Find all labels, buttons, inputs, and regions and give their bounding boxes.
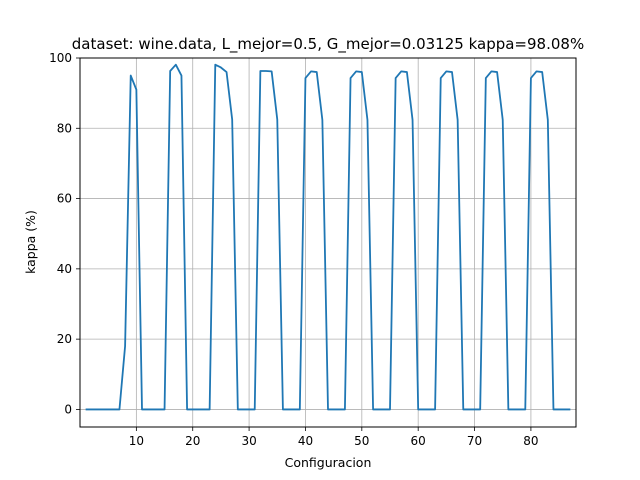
y-tick-label: 80: [57, 121, 72, 135]
x-tick-label: 50: [354, 434, 369, 448]
series-line-0: [85, 63, 571, 411]
axes-frame: [79, 57, 577, 428]
y-tick-label: 60: [57, 192, 72, 206]
x-tick-label: 40: [298, 434, 313, 448]
x-tick-label: 20: [185, 434, 200, 448]
x-axis-ticks: 10 20 30 40 50 60 70 80: [129, 427, 539, 448]
x-axis-label: Configuracion: [285, 455, 372, 470]
data-series-layer: [85, 63, 571, 411]
x-tick-label: 80: [523, 434, 538, 448]
y-axis-label: kappa (%): [23, 210, 38, 274]
y-tick-label: 0: [64, 402, 72, 416]
x-tick-label: 30: [241, 434, 256, 448]
x-tick-label: 60: [411, 434, 426, 448]
y-tick-label: 40: [57, 262, 72, 276]
chart-title: dataset: wine.data, L_mejor=0.5, G_mejor…: [72, 35, 584, 54]
y-tick-label: 20: [57, 332, 72, 346]
y-axis-ticks: 0 20 40 60 80 100: [49, 51, 80, 416]
y-tick-label: 100: [49, 51, 72, 65]
x-tick-label: 70: [467, 434, 482, 448]
x-tick-label: 10: [129, 434, 144, 448]
